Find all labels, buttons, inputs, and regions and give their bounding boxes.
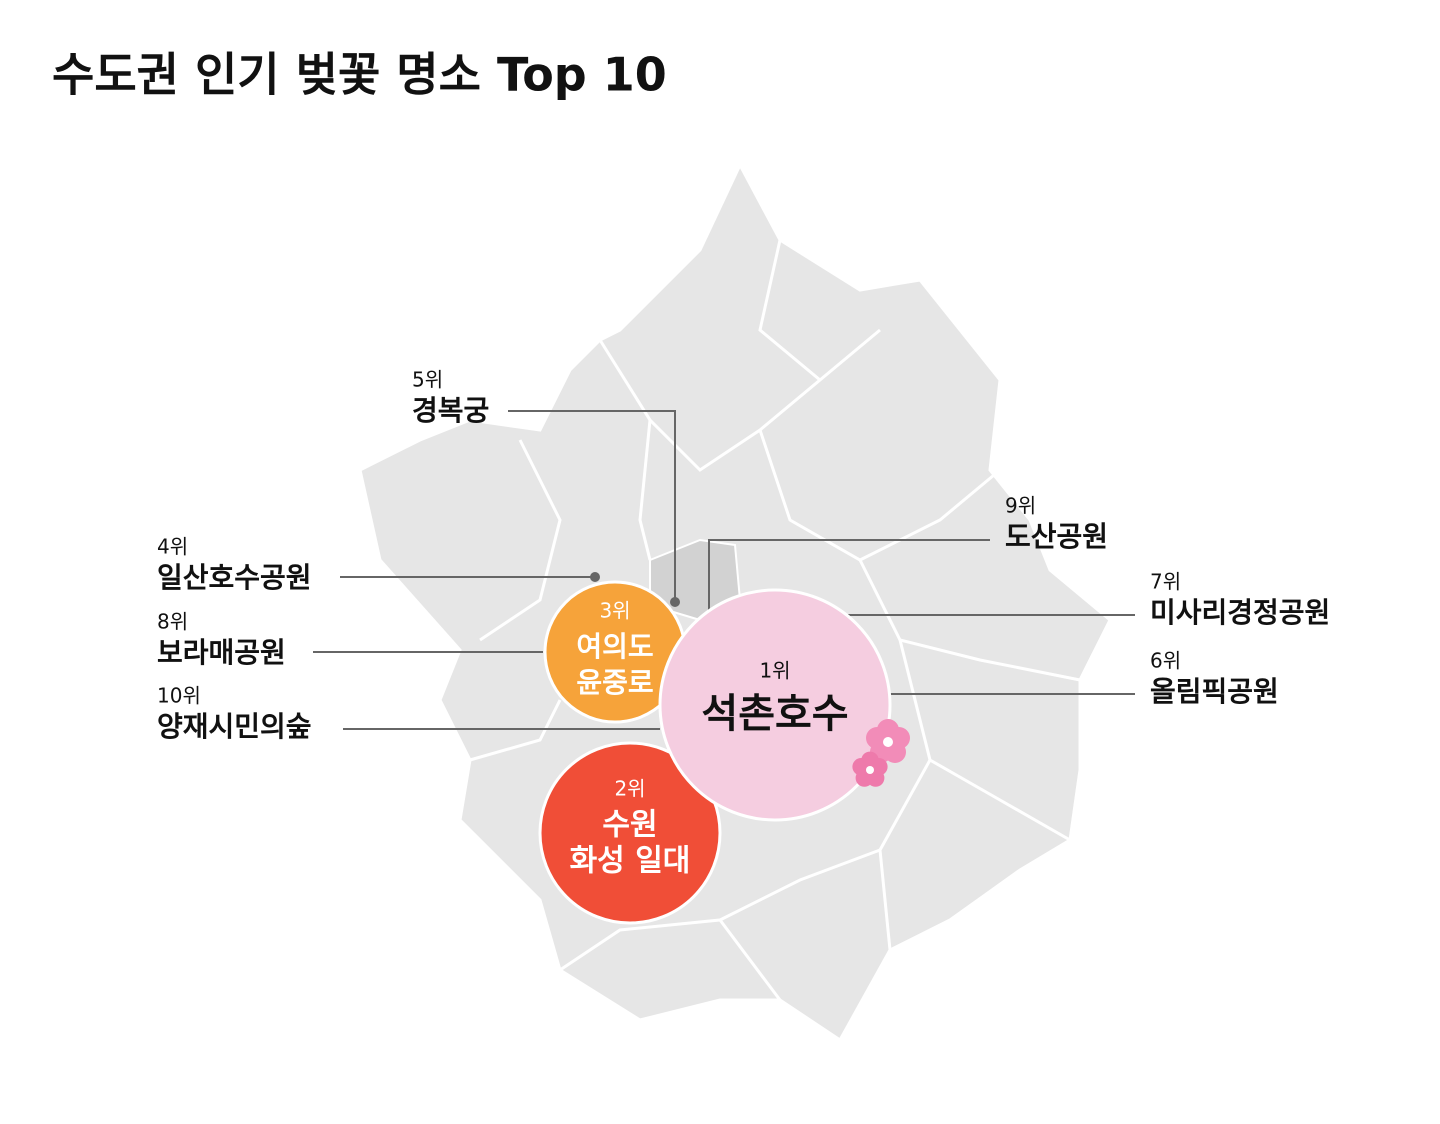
spot-name: 화성 일대 — [570, 844, 691, 879]
spot-rank: 8위 — [157, 610, 188, 634]
spot-name: 석촌호수 — [701, 691, 848, 737]
connector-dot — [670, 597, 680, 607]
cherry-blossoms — [852, 719, 910, 787]
spot-rank: 10위 — [157, 684, 201, 708]
spot-name: 올림픽공원 — [1150, 675, 1279, 708]
connector-line — [508, 410, 676, 602]
spot-name: 미사리경정공원 — [1150, 596, 1330, 629]
spot-rank: 9위 — [1005, 494, 1036, 518]
connector-line — [708, 539, 990, 610]
spot-name: 윤중로 — [576, 666, 653, 699]
spot-bubble — [538, 741, 722, 925]
connector-dot — [590, 572, 600, 582]
spot-rank: 7위 — [1150, 570, 1181, 594]
blossom — [852, 751, 888, 787]
spot-name: 여의도 — [576, 630, 653, 663]
spot-name: 경복궁 — [412, 394, 489, 427]
spot-name: 도산공원 — [1005, 520, 1108, 553]
spot-rank: 6위 — [1150, 649, 1181, 673]
spot-name: 양재시민의숲 — [157, 710, 312, 743]
spot-name: 수원 — [602, 808, 657, 843]
spot-rank: 4위 — [157, 535, 188, 559]
connectors — [313, 410, 1135, 730]
spot-name: 일산호수공원 — [157, 561, 312, 594]
title: 수도권 인기 벚꽃 명소 Top 10 — [52, 48, 667, 102]
spot-rank: 3위 — [599, 599, 630, 623]
spot-rank: 2위 — [614, 777, 645, 801]
spot-rank: 5위 — [412, 368, 443, 392]
spot-bubble — [658, 588, 892, 822]
spot-rank: 1위 — [759, 659, 790, 683]
spot-name: 보라매공원 — [157, 636, 286, 669]
blossom — [866, 719, 910, 763]
district-borders — [469, 239, 1081, 1001]
